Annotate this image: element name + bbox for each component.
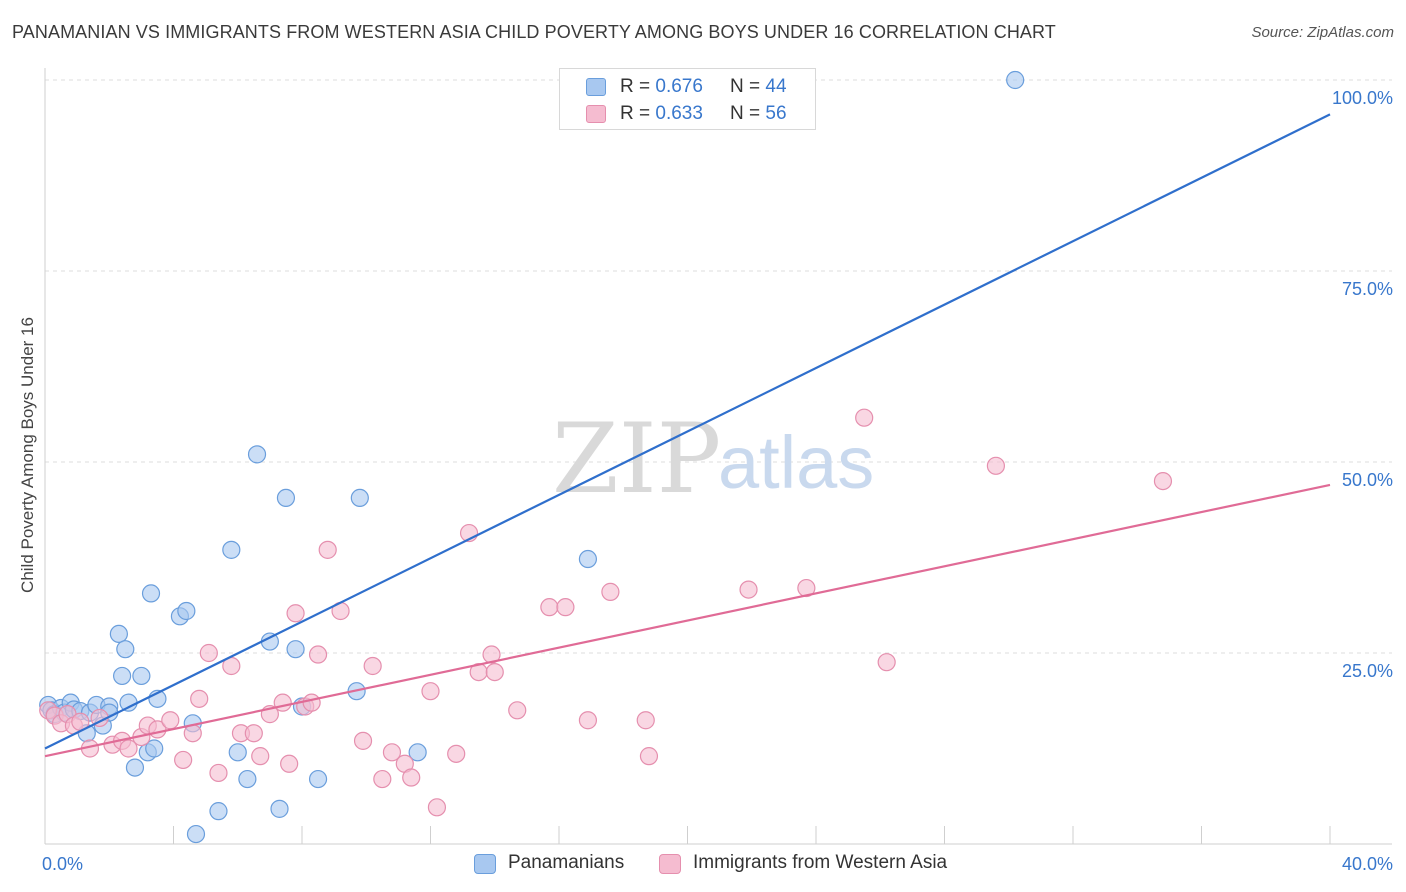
x-tick-label: 40.0% — [1342, 854, 1393, 874]
western-asia-point — [1153, 472, 1173, 491]
panamanian-point — [125, 758, 145, 777]
panamanian-point — [1006, 70, 1025, 90]
western-asia-point — [855, 408, 874, 427]
panamanian-point — [286, 640, 305, 659]
western-asia-point — [199, 643, 218, 663]
panamanian-point — [116, 640, 135, 659]
bottom-legend-swatch-panamanians — [474, 854, 496, 874]
western-asia-point — [209, 763, 228, 783]
legend-n-value: 56 — [765, 103, 787, 124]
panamanian-point — [228, 743, 247, 762]
y-tick-label: 50.0% — [1342, 470, 1393, 490]
panamanian-point — [408, 743, 427, 762]
western-asia-point — [556, 598, 575, 617]
legend-n-value: 44 — [765, 76, 787, 97]
watermark-zip-text: ZIP — [552, 403, 721, 515]
legend-r-label: R = — [620, 103, 656, 124]
western-asia-point — [190, 689, 209, 708]
trendlines-layer — [44, 113, 1331, 758]
legend-r-label: R = — [620, 76, 656, 97]
correlation-legend: R = 0.676 N = 44 R = 0.633 N = 56 — [559, 68, 816, 130]
source-credit: Source: ZipAtlas.com — [1251, 24, 1394, 41]
watermark: ZIP atlas — [552, 403, 874, 515]
grid-layer — [45, 79, 1392, 654]
western-asia-point — [302, 693, 321, 712]
western-asia-point — [739, 580, 758, 599]
western-asia-point — [244, 724, 263, 743]
western-asia-trendline — [44, 483, 1331, 758]
western-asia-point — [382, 743, 402, 762]
panamanians-trendline — [44, 113, 1331, 750]
western-asia-point — [174, 750, 193, 770]
legend-n-label: N = — [730, 76, 766, 97]
panamanian-point — [119, 693, 138, 712]
panamanian-point — [112, 666, 132, 686]
western-asia-point — [427, 798, 447, 817]
western-asia-point — [578, 711, 598, 730]
y-tick-label: 75.0% — [1342, 279, 1393, 299]
western-asia-point — [639, 747, 659, 766]
western-asia-point — [286, 604, 305, 623]
panamanian-point — [209, 802, 228, 821]
western-asia-point — [636, 711, 655, 730]
watermark-atlas-text: atlas — [718, 421, 874, 504]
panamanian-point — [238, 769, 257, 789]
panamanian-point — [247, 445, 267, 464]
legend-n-label: N = — [730, 103, 766, 124]
legend-swatch-western-asia — [586, 105, 606, 123]
western-asia-point — [447, 744, 466, 763]
bottom-legend-swatch-western-asia — [659, 854, 681, 874]
chart-title: PANAMANIAN VS IMMIGRANTS FROM WESTERN AS… — [12, 22, 1056, 42]
x-tick-label: 0.0% — [42, 854, 83, 874]
western-asia-point — [161, 711, 180, 730]
western-asia-point — [540, 598, 559, 617]
panamanian-point — [308, 769, 328, 789]
western-asia-point — [308, 645, 328, 664]
western-asia-point — [363, 656, 382, 676]
western-asia-point — [280, 754, 299, 773]
panamanian-point — [186, 824, 206, 844]
tick-labels-layer: 25.0% 50.0% 75.0% 100.0% 0.0% 40.0% — [42, 88, 1393, 874]
panamanian-point — [141, 584, 161, 603]
western-asia-point — [402, 768, 421, 787]
western-asia-point — [482, 645, 501, 664]
legend-swatch-panamanians — [586, 78, 606, 96]
western-asia-point — [373, 769, 392, 789]
western-asia-point — [508, 701, 527, 720]
panamanian-point — [145, 739, 164, 758]
panamanian-point — [132, 666, 151, 686]
panamanian-point — [350, 488, 369, 508]
western-asia-point — [601, 582, 620, 601]
western-asia-point — [986, 456, 1006, 475]
legend-r-value: 0.633 — [655, 103, 703, 124]
panamanian-point — [578, 549, 598, 569]
bottom-legend-label-western-asia: Immigrants from Western Asia — [693, 852, 948, 873]
y-tick-label: 25.0% — [1342, 661, 1393, 681]
western-asia-point — [877, 653, 896, 672]
western-asia-point — [485, 662, 504, 682]
y-tick-label: 100.0% — [1332, 88, 1393, 108]
bottom-legend-label-panamanians: Panamanians — [508, 852, 625, 873]
western-asia-point — [421, 682, 440, 701]
panamanian-point — [109, 624, 128, 644]
panamanian-point — [177, 601, 196, 621]
panamanian-point — [222, 540, 241, 559]
western-asia-point — [353, 731, 373, 750]
western-asia-point — [251, 747, 270, 766]
legend-r-value: 0.676 — [655, 76, 703, 97]
western-asia-point — [273, 693, 292, 712]
panamanian-point — [276, 488, 296, 508]
western-asia-point — [119, 739, 138, 758]
western-asia-point — [318, 540, 337, 559]
panamanian-point — [270, 799, 289, 818]
